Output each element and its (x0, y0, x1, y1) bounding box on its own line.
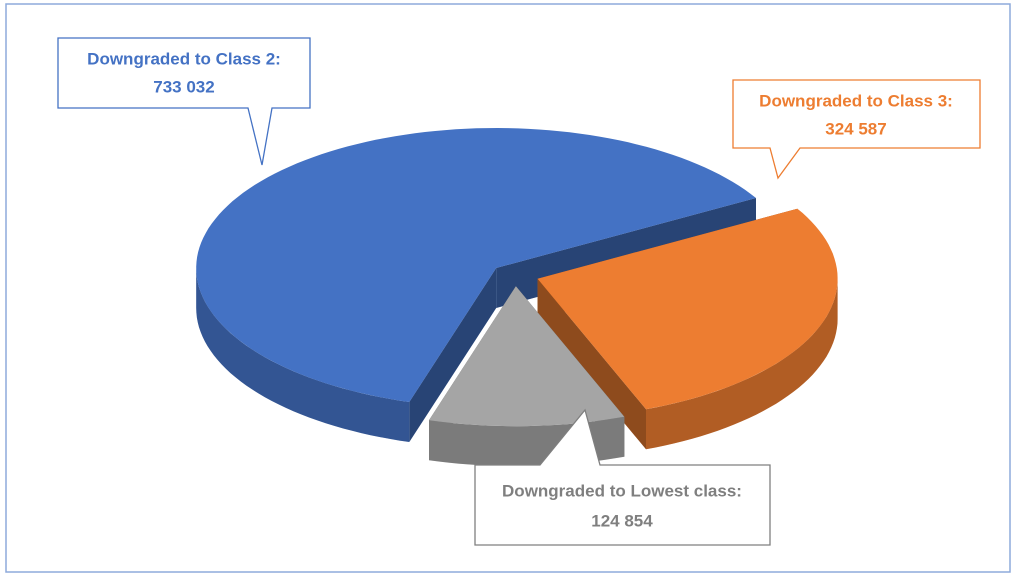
slice (196, 128, 756, 402)
value-label: 733 032 (153, 77, 214, 96)
slice-side (196, 268, 410, 442)
value-label: 324 587 (825, 119, 886, 138)
slice-face-shade (409, 268, 497, 442)
callout-box (57, 37, 311, 166)
slice-side-shade (646, 278, 838, 450)
value-label: 124 854 (591, 511, 653, 530)
slice-side (646, 278, 838, 450)
slice (537, 208, 838, 410)
pie (196, 128, 838, 467)
category-label: Downgraded to Lowest class: (502, 481, 742, 500)
category-label: Downgraded to Class 2: (87, 49, 281, 68)
slice-side-shade (196, 268, 410, 442)
category-label: Downgraded to Class 3: (759, 91, 953, 110)
slice (429, 286, 625, 427)
slice-face-shade (537, 278, 646, 450)
slice-face (409, 268, 497, 442)
callout-box (732, 79, 981, 180)
callout-box (474, 408, 771, 546)
slice-face (537, 278, 646, 450)
